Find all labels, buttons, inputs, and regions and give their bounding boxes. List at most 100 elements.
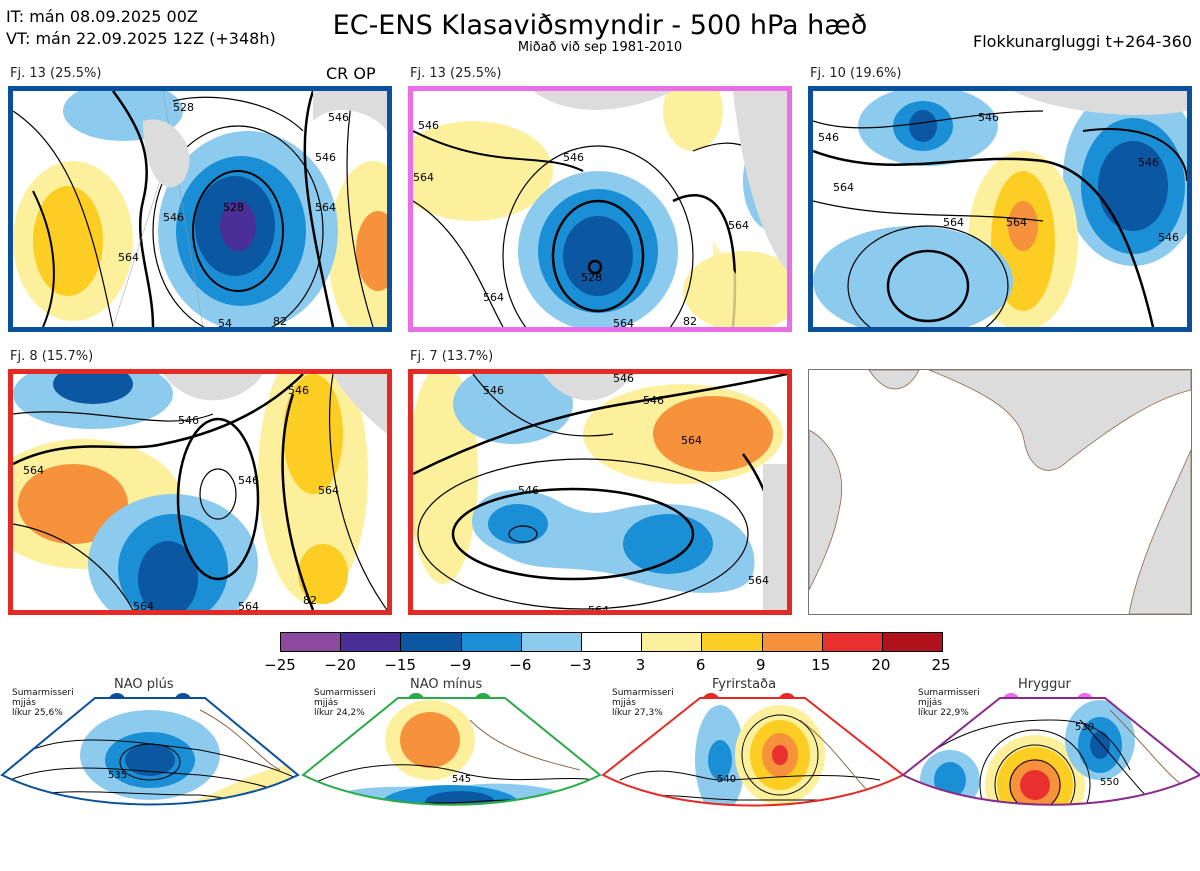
contour-label: 546	[978, 111, 999, 124]
contour-label: 546	[518, 484, 539, 497]
contour-label: 564	[1006, 216, 1027, 229]
regime-info-line: líkur 27,3%	[612, 708, 663, 718]
color-scale-tick: 3	[635, 656, 646, 674]
contour-label: 564	[483, 291, 504, 304]
contour-label: 575	[447, 850, 466, 861]
contour-label: 546	[483, 384, 504, 397]
color-scale-tick: −6	[509, 656, 532, 674]
page-subtitle: Miðað við sep 1981-2010	[517, 40, 683, 55]
panel-4-label: Fj. 8 (15.7%)	[10, 349, 94, 364]
contour-label: 550	[1100, 777, 1119, 788]
regime-info-3: Sumarmisseri mjjás líkur 27,3%	[612, 688, 674, 718]
color-scale-swatch	[641, 633, 702, 651]
cluster-map-3[interactable]: 546 546 564 546 564 564 546	[808, 86, 1192, 332]
contour-label: 575	[1095, 837, 1114, 848]
regime-map-ridge: 530 550 575	[903, 698, 1200, 848]
contour-label: 560	[437, 817, 456, 828]
regime-info-line: líkur 24,2%	[314, 708, 365, 718]
contour-label: 546	[178, 414, 199, 427]
contour-label: 564	[728, 219, 749, 232]
contour-label: 546	[1138, 156, 1159, 169]
contour-label: 82	[683, 315, 697, 327]
panel-5-label: Fj. 7 (13.7%)	[410, 349, 494, 364]
regime-map-blocking: 540 560 575	[603, 698, 900, 843]
cluster-map-5-svg: 546 546 546 546 564 564 564	[413, 374, 787, 610]
regime-title-2: NAO mínus	[410, 677, 483, 692]
regime-info-line: Sumarmisseri	[918, 688, 980, 698]
contour-label: 546	[315, 151, 336, 164]
regime-info-line: mjjás	[918, 698, 942, 708]
contour-label: 535	[108, 770, 127, 781]
contour-label: 564	[613, 317, 634, 327]
contour-label: 564	[748, 574, 769, 587]
contour-label: 546	[328, 111, 349, 124]
contour-label: 575	[737, 832, 756, 843]
regime-maps: 535 560 545 560 575 540 560	[0, 697, 1200, 861]
cluster-map-2[interactable]: 546 546 564 564 528 564 564 82	[408, 86, 792, 332]
color-scale-swatch	[821, 633, 882, 651]
classification-window: Flokkunargluggi t+264-360	[973, 32, 1192, 51]
contour-label: 564	[413, 171, 434, 184]
contour-label: 564	[118, 251, 139, 264]
contour-label: 560	[722, 810, 741, 821]
cluster-map-1-svg: 528 546 546 564 564 546 528 54 82	[13, 91, 387, 327]
color-scale-tick: −3	[569, 656, 592, 674]
base-map	[808, 369, 1192, 615]
color-scale-swatch	[281, 633, 341, 651]
header-info: IT: mán 08.09.2025 00Z VT: mán 22.09.202…	[6, 6, 276, 50]
cluster-map-4[interactable]: 546 546 564 546 564 564 564 82	[8, 369, 392, 615]
color-scale-swatch	[761, 633, 822, 651]
color-scale-bar	[280, 632, 943, 652]
base-map-svg	[809, 370, 1191, 614]
regime-title-4: Hryggur	[1018, 677, 1071, 692]
regime-info-line: Sumarmisseri	[612, 688, 674, 698]
contour-label: 530	[1075, 722, 1094, 733]
cluster-map-5[interactable]: 546 546 546 546 564 564 564	[408, 369, 792, 615]
contour-label: 564	[315, 201, 336, 214]
cluster-map-1[interactable]: 528 546 546 564 564 546 528 54 82	[8, 86, 392, 332]
contour-label: 540	[717, 774, 736, 785]
contour-label: 546	[643, 394, 664, 407]
contour-label: 528	[173, 101, 194, 114]
color-scale-tick: 25	[931, 656, 951, 674]
contour-label: 546	[418, 119, 439, 132]
regime-info-line: mjjás	[12, 698, 36, 708]
regime-info-4: Sumarmisseri mjjás líkur 22,9%	[918, 688, 980, 718]
contour-label: 546	[1158, 231, 1179, 244]
color-scale-tick: 9	[755, 656, 766, 674]
regime-info-1: Sumarmisseri mjjás líkur 25,6%	[12, 688, 74, 718]
color-scale-tick: −15	[384, 656, 416, 674]
color-scale-tick: 15	[811, 656, 831, 674]
contour-label: 528	[223, 201, 244, 214]
color-scale-tick: 6	[695, 656, 706, 674]
color-scale-tick: −25	[264, 656, 296, 674]
color-scale-tick: −20	[324, 656, 356, 674]
regime-info-2: Sumarmisseri mjjás líkur 24,2%	[314, 688, 376, 718]
contour-label: 564	[238, 600, 259, 610]
contour-label: 560	[118, 804, 137, 815]
regime-info-line: mjjás	[314, 698, 338, 708]
color-scale-swatch	[881, 633, 943, 651]
contour-label: 546	[613, 374, 634, 385]
panel-1-label: Fj. 13 (25.5%)	[10, 66, 102, 81]
contour-label: 82	[273, 315, 287, 327]
contour-label: 546	[563, 151, 584, 164]
page-title: EC-ENS Klasaviðsmyndir - 500 hPa hæð	[332, 10, 868, 41]
contour-label: 564	[23, 464, 44, 477]
contour-label: 546	[163, 211, 184, 224]
cluster-map-3-svg: 546 546 564 546 564 564 546	[813, 91, 1187, 327]
color-scale-swatch	[580, 633, 642, 651]
regime-info-line: líkur 25,6%	[12, 708, 63, 718]
contour-label: 546	[818, 131, 839, 144]
color-scale-swatch	[340, 633, 401, 651]
contour-label: 564	[588, 604, 609, 610]
color-scale-swatch	[400, 633, 461, 651]
cluster-map-2-svg: 546 546 564 564 528 564 564 82	[413, 91, 787, 327]
regime-map-nao-plus: 535 560	[2, 698, 298, 815]
contour-label: 564	[318, 484, 339, 497]
contour-label: 546	[288, 384, 309, 397]
panel-1-extra: CR OP	[326, 64, 376, 83]
contour-label: 564	[943, 216, 964, 229]
color-scale-tick: 20	[871, 656, 891, 674]
contour-label: 564	[833, 181, 854, 194]
